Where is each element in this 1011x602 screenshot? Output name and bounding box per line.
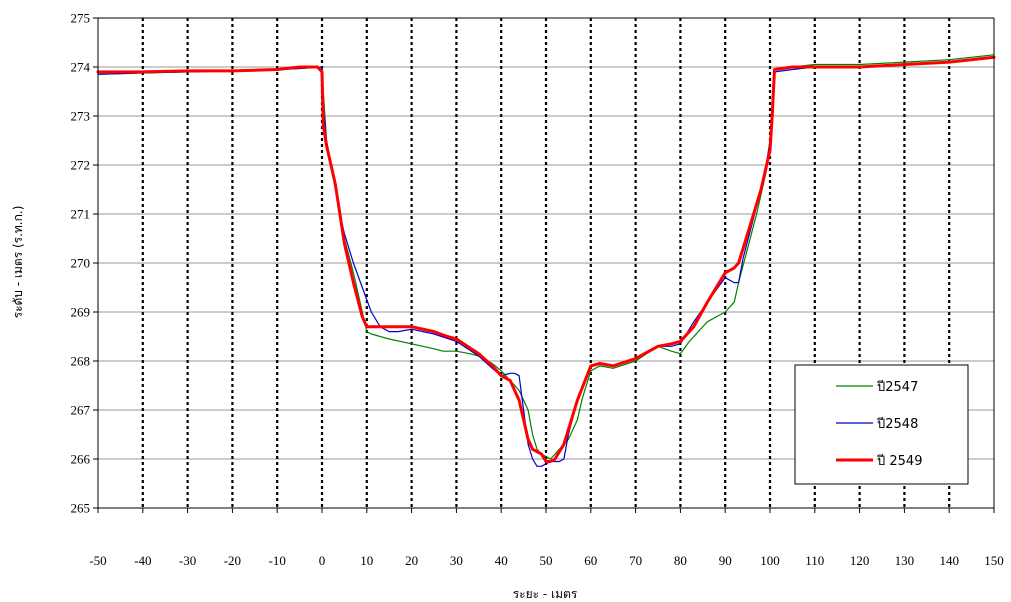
y-tick-label: 273 — [71, 109, 91, 124]
legend: ปี2547 ปี2548 ปี 2549 — [794, 364, 969, 485]
x-tick-label: -50 — [89, 553, 106, 568]
x-tick-label: 70 — [629, 553, 642, 568]
legend-label-2549: ปี 2549 — [876, 453, 922, 469]
x-tick-label: -30 — [179, 553, 196, 568]
x-tick-labels: -50 -40 -30 -20 -10 0 10 20 30 40 50 60 70 80 90 100 110… — [89, 553, 1003, 568]
x-tick-label: 10 — [360, 553, 373, 568]
x-tick-label: 100 — [760, 553, 780, 568]
x-tick-label: 150 — [984, 553, 1004, 568]
y-tick-label: 265 — [71, 501, 91, 516]
x-tick-label: -10 — [269, 553, 286, 568]
x-tick-label: 20 — [405, 553, 418, 568]
legend-label-2548: ปี2548 — [876, 416, 918, 432]
x-tick-label: 50 — [540, 553, 553, 568]
x-axis-title: ระยะ - เมตร — [513, 587, 578, 601]
y-axis-title: ระดับ - เมตร (ร.ท.ก.) — [11, 206, 25, 319]
y-tick-label: 266 — [71, 452, 91, 467]
x-tick-label: 130 — [895, 553, 915, 568]
series-lines — [96, 54, 996, 467]
legend-box — [794, 364, 969, 485]
y-tick-label: 274 — [71, 60, 91, 75]
x-tick-label: -40 — [134, 553, 151, 568]
y-tick-label: 268 — [71, 354, 91, 369]
y-tick-label: 269 — [71, 305, 91, 320]
legend-label-2547: ปี2547 — [876, 379, 918, 395]
x-tick-label: -20 — [224, 553, 241, 568]
y-tick-label: 275 — [71, 11, 91, 26]
x-tick-label: 90 — [719, 553, 732, 568]
axes — [93, 17, 995, 513]
x-tick-label: 80 — [674, 553, 687, 568]
x-tick-label: 0 — [319, 553, 326, 568]
x-tick-label: 140 — [939, 553, 959, 568]
series-line-2 — [96, 55, 996, 463]
x-tick-label: 110 — [805, 553, 824, 568]
x-tick-label: 40 — [495, 553, 508, 568]
y-tick-labels: 265 266 267 268 269 270 271 272 273 274 275 — [71, 11, 91, 516]
y-tick-label: 270 — [71, 256, 91, 271]
x-tick-label: 120 — [850, 553, 870, 568]
y-tick-label: 267 — [71, 403, 91, 418]
x-tick-label: 60 — [584, 553, 597, 568]
y-tick-label: 271 — [71, 207, 91, 222]
y-tick-label: 272 — [71, 158, 91, 173]
x-tick-label: 30 — [450, 553, 463, 568]
